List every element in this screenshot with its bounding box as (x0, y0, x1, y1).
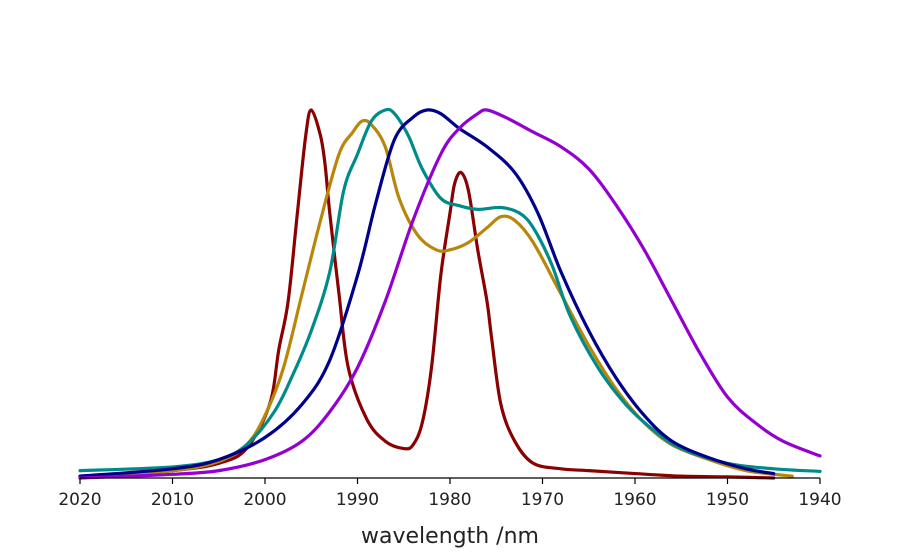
series-line-1 (78, 108, 776, 480)
x-tick-label: 2000 (243, 490, 286, 510)
x-tick-label: 1950 (706, 490, 749, 510)
series-layer (78, 107, 822, 480)
x-tick-label: 1980 (428, 490, 471, 510)
x-tick-label: 1940 (798, 490, 841, 510)
x-tick-label: 2020 (58, 490, 101, 510)
x-axis-ticks: 2020 2010 2000 1990 1980 1970 1960 1950 1940 (58, 478, 842, 510)
series-line-5 (78, 108, 822, 480)
series-line-4 (78, 108, 776, 478)
x-tick-label: 1960 (613, 490, 656, 510)
x-tick-label: 1990 (336, 490, 379, 510)
x-tick-label: 2010 (151, 490, 194, 510)
x-axis-title: wavelength /nm (361, 524, 539, 549)
series-line-2 (78, 118, 794, 478)
series-line-3 (78, 107, 822, 473)
x-tick-label: 1970 (521, 490, 564, 510)
